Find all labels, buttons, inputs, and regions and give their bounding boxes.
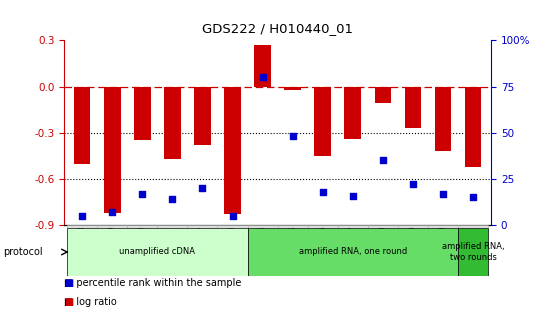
Point — [78, 213, 86, 218]
Bar — [134, 86, 151, 140]
Point — [198, 185, 207, 191]
Bar — [248, 228, 458, 276]
Bar — [338, 225, 368, 228]
Text: ■: ■ — [64, 278, 74, 288]
Point — [288, 134, 297, 139]
Bar — [458, 228, 488, 276]
Bar — [465, 86, 481, 167]
Text: GDS222 / H010440_01: GDS222 / H010440_01 — [202, 22, 353, 35]
Bar — [405, 86, 421, 128]
Point — [258, 75, 267, 80]
Text: ■: ■ — [64, 297, 74, 307]
Text: GSM4857: GSM4857 — [348, 225, 357, 262]
Bar — [344, 86, 361, 139]
Text: ■ log ratio: ■ log ratio — [64, 297, 117, 307]
Bar — [374, 86, 391, 103]
Bar — [307, 225, 338, 228]
Text: GSM4851: GSM4851 — [168, 225, 177, 262]
Bar — [104, 86, 121, 213]
Text: ■ percentile rank within the sample: ■ percentile rank within the sample — [64, 278, 242, 288]
Text: GSM4850: GSM4850 — [138, 225, 147, 262]
Text: GSM4853: GSM4853 — [228, 225, 237, 262]
Bar — [398, 225, 428, 228]
Text: GSM4849: GSM4849 — [108, 225, 117, 262]
Text: GSM4852: GSM4852 — [198, 225, 207, 262]
Bar — [254, 45, 271, 86]
Bar — [97, 225, 127, 228]
Bar — [74, 86, 90, 164]
Bar — [194, 86, 211, 145]
Bar — [285, 86, 301, 90]
Text: GSM4859: GSM4859 — [408, 225, 417, 262]
Bar — [368, 225, 398, 228]
Text: unamplified cDNA: unamplified cDNA — [119, 248, 195, 256]
Bar — [458, 225, 488, 228]
Bar — [435, 86, 451, 151]
Point — [318, 189, 327, 195]
Text: GSM4858: GSM4858 — [378, 225, 387, 262]
Text: GSM4856: GSM4856 — [318, 225, 327, 262]
Text: GSM4848: GSM4848 — [78, 225, 86, 262]
Text: GSM4861: GSM4861 — [469, 225, 478, 262]
Text: protocol: protocol — [3, 247, 42, 257]
Text: amplified RNA, one round: amplified RNA, one round — [299, 248, 407, 256]
Text: GSM4855: GSM4855 — [288, 225, 297, 262]
Point — [408, 182, 417, 187]
Bar — [224, 86, 241, 214]
Point — [469, 195, 478, 200]
Bar — [67, 228, 248, 276]
Bar — [428, 225, 458, 228]
Point — [348, 193, 357, 198]
Bar — [127, 225, 157, 228]
Bar — [67, 225, 97, 228]
Point — [439, 191, 448, 196]
Text: GSM4854: GSM4854 — [258, 225, 267, 262]
Point — [168, 197, 177, 202]
Text: amplified RNA,
two rounds: amplified RNA, two rounds — [442, 242, 504, 262]
Bar — [278, 225, 307, 228]
Point — [108, 210, 117, 215]
Point — [228, 213, 237, 218]
Bar — [157, 225, 187, 228]
Point — [378, 158, 387, 163]
Bar — [218, 225, 248, 228]
Bar — [187, 225, 218, 228]
Bar — [314, 86, 331, 156]
Text: GSM4860: GSM4860 — [439, 225, 448, 262]
Bar — [248, 225, 278, 228]
Bar — [164, 86, 181, 159]
Point — [138, 191, 147, 196]
